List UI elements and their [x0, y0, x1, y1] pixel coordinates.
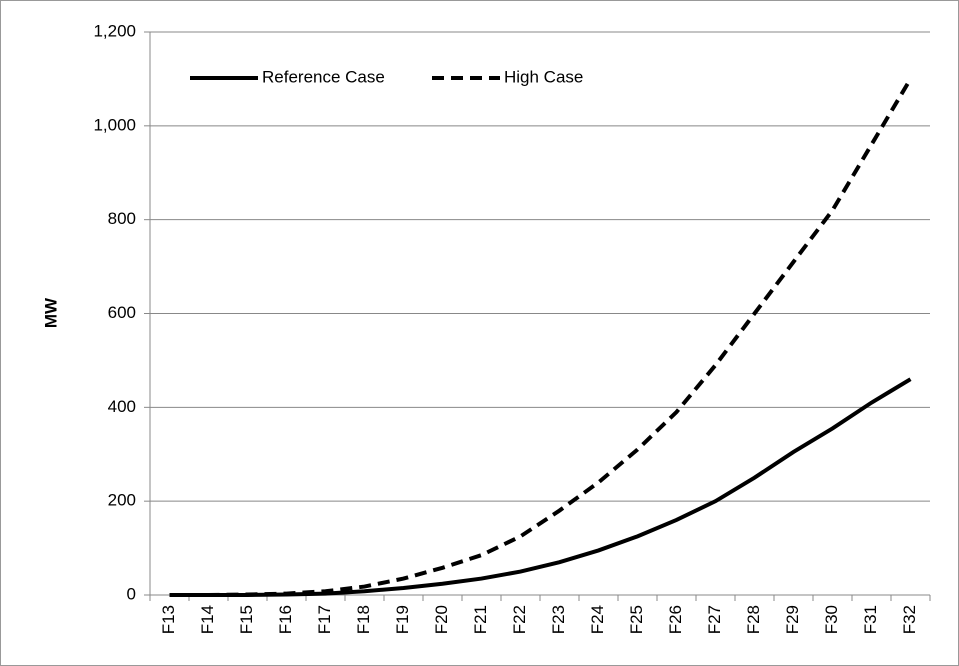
x-tick-label: F24 [588, 605, 607, 634]
legend-label: High Case [504, 67, 583, 86]
y-tick-label: 400 [108, 397, 136, 416]
x-tick-label: F14 [198, 605, 217, 634]
x-tick-label: F22 [510, 605, 529, 634]
x-tick-label: F31 [861, 605, 880, 634]
x-tick-label: F13 [159, 605, 178, 634]
x-tick-label: F21 [471, 605, 490, 634]
line-series [169, 77, 913, 597]
legend-label: Reference Case [262, 67, 385, 86]
x-tick-label: F20 [432, 605, 451, 634]
x-tick-label: F30 [822, 605, 841, 634]
y-tick-label: 600 [108, 303, 136, 322]
x-tick-label: F19 [393, 605, 412, 634]
y-tick-label: 0 [127, 584, 136, 603]
x-tick-label: F18 [354, 605, 373, 634]
x-tick-label: F15 [237, 605, 256, 634]
x-tick-label: F16 [276, 605, 295, 634]
y-axis-label: MW [41, 297, 60, 328]
x-tick-label: F23 [549, 605, 568, 634]
y-tick-label: 200 [108, 491, 136, 510]
x-tick-label: F32 [900, 605, 919, 634]
x-tick-label: F27 [705, 605, 724, 634]
x-tick-label: F28 [744, 605, 763, 634]
x-tick-label: F29 [783, 605, 802, 634]
y-tick-label: 1,000 [93, 115, 136, 134]
x-tick-label: F17 [315, 605, 334, 634]
y-tick-label: 1,200 [93, 21, 136, 40]
x-tick-label: F25 [627, 605, 646, 634]
x-tick-label: F26 [666, 605, 685, 634]
y-tick-label: 800 [108, 209, 136, 228]
